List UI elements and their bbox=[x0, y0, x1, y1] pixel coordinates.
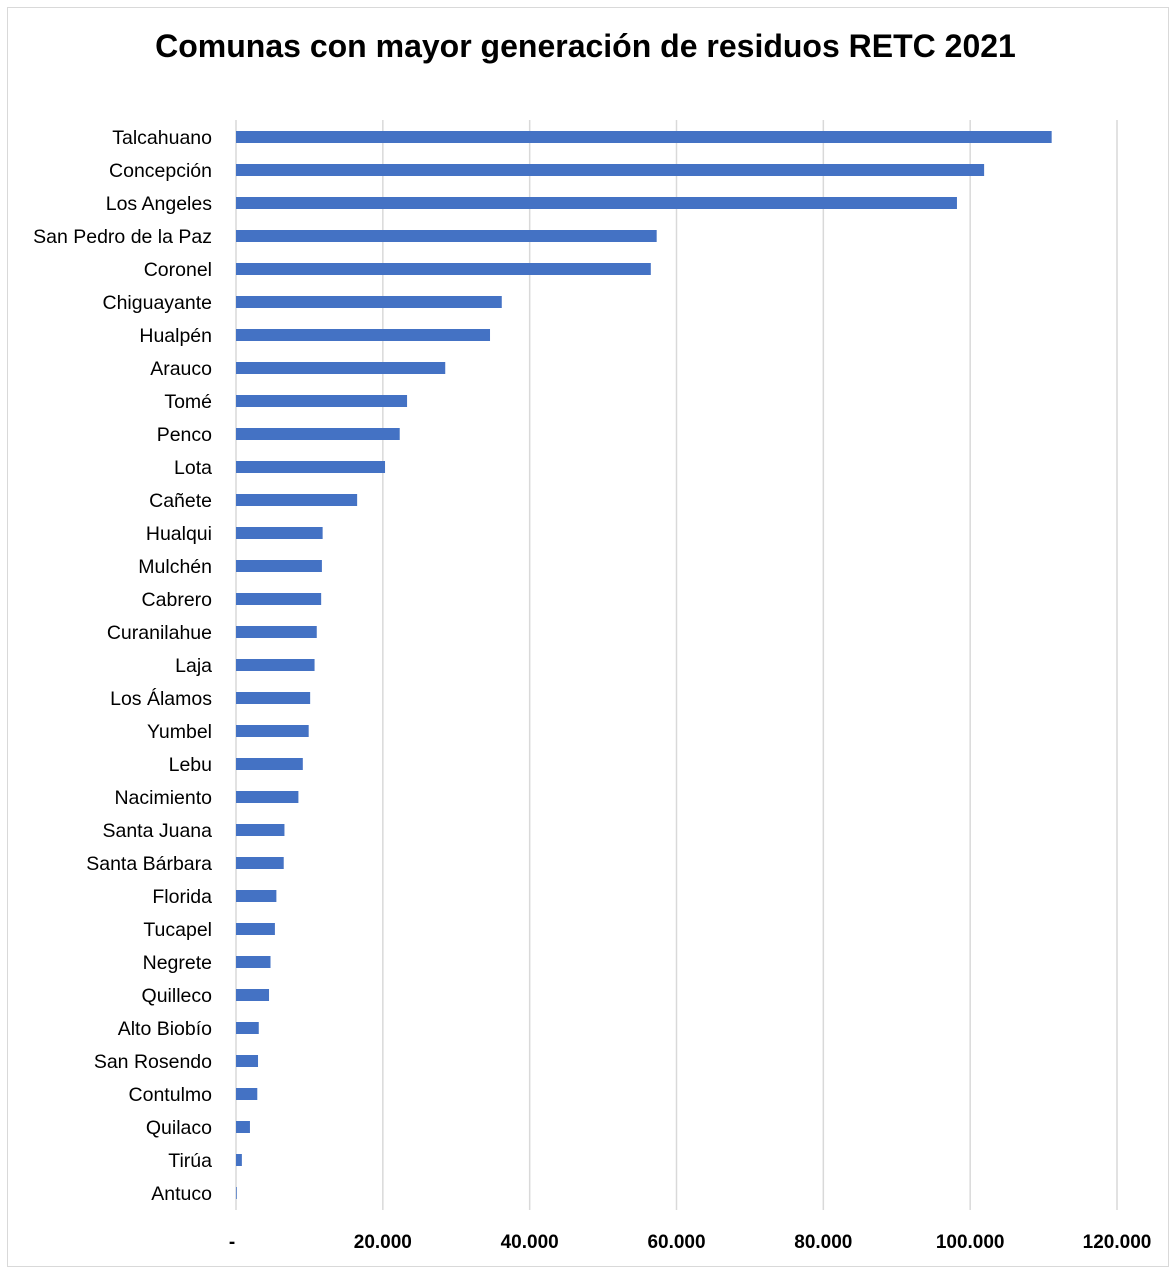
bar bbox=[236, 560, 322, 572]
bar bbox=[236, 329, 491, 341]
category-label: Lota bbox=[174, 457, 212, 479]
category-label: Antuco bbox=[151, 1183, 212, 1205]
bar bbox=[236, 923, 275, 935]
x-tick-label: 20.000 bbox=[354, 1232, 412, 1253]
bar bbox=[236, 1088, 258, 1100]
bar bbox=[236, 956, 271, 968]
bar bbox=[236, 131, 1052, 143]
bar bbox=[236, 989, 270, 1001]
category-label: Tirúa bbox=[168, 1150, 212, 1172]
x-tick-label: 80.000 bbox=[794, 1232, 852, 1253]
x-tick-label: - bbox=[229, 1232, 235, 1253]
bar bbox=[236, 593, 322, 605]
category-label: Lebu bbox=[169, 754, 212, 776]
bar bbox=[236, 824, 285, 836]
category-label: Laja bbox=[175, 655, 212, 677]
bar bbox=[236, 362, 446, 374]
bar bbox=[236, 296, 502, 308]
category-label: Chiguayante bbox=[103, 292, 213, 314]
bar bbox=[236, 263, 651, 275]
bar bbox=[236, 659, 315, 671]
category-label: Cabrero bbox=[142, 589, 213, 611]
bar bbox=[236, 197, 957, 209]
x-axis-ticks: - 20.000 40.000 60.000 80.000 100.000 120.000 bbox=[229, 1232, 1152, 1253]
bar bbox=[236, 725, 309, 737]
category-label: Cañete bbox=[149, 490, 212, 512]
chart-title: Comunas con mayor generación de residuos… bbox=[155, 28, 1016, 64]
category-label: Quilleco bbox=[142, 985, 213, 1007]
x-tick-label: 100.000 bbox=[936, 1232, 1005, 1253]
category-label: Hualpén bbox=[139, 325, 212, 347]
bar bbox=[236, 461, 386, 473]
category-label: Tomé bbox=[164, 391, 212, 413]
category-label: Nacimiento bbox=[114, 787, 212, 809]
bar bbox=[236, 494, 358, 506]
category-label: Contulmo bbox=[129, 1084, 213, 1106]
category-labels: Talcahuano Concepción Los Angeles San Pedro… bbox=[33, 127, 212, 1205]
category-label: Santa Bárbara bbox=[86, 853, 212, 875]
bar bbox=[236, 527, 323, 539]
category-label: Concepción bbox=[109, 160, 212, 182]
bar bbox=[236, 230, 657, 242]
category-label: Arauco bbox=[150, 358, 212, 380]
gridlines bbox=[235, 120, 1118, 1210]
category-label: Yumbel bbox=[147, 721, 212, 743]
x-tick-label: 120.000 bbox=[1083, 1232, 1152, 1253]
bar bbox=[236, 428, 400, 440]
category-label: Quilaco bbox=[146, 1117, 212, 1139]
category-label: Tucapel bbox=[143, 919, 212, 941]
bar bbox=[236, 1055, 259, 1067]
bar bbox=[236, 164, 985, 176]
x-tick-label: 40.000 bbox=[501, 1232, 559, 1253]
category-label: Negrete bbox=[143, 952, 212, 974]
category-label: Alto Biobío bbox=[118, 1018, 212, 1040]
bar bbox=[236, 1121, 250, 1133]
bar bbox=[236, 626, 317, 638]
bar bbox=[236, 1022, 259, 1034]
category-label: Curanilahue bbox=[107, 622, 212, 644]
category-label: Mulchén bbox=[138, 556, 212, 578]
category-label: Penco bbox=[157, 424, 212, 446]
category-label: Santa Juana bbox=[102, 820, 212, 842]
category-label: Los Angeles bbox=[106, 193, 213, 215]
bar bbox=[236, 758, 303, 770]
bars bbox=[236, 131, 1052, 1199]
bar bbox=[236, 857, 284, 869]
category-label: Los Álamos bbox=[110, 687, 212, 710]
category-label: Coronel bbox=[144, 259, 212, 281]
x-tick-label: 60.000 bbox=[647, 1232, 705, 1253]
category-label: San Pedro de la Paz bbox=[33, 226, 212, 248]
bar bbox=[236, 791, 299, 803]
bar bbox=[236, 890, 277, 902]
category-label: Florida bbox=[152, 886, 212, 908]
bar bbox=[236, 1187, 237, 1199]
bar bbox=[236, 1154, 242, 1166]
category-label: Hualqui bbox=[146, 523, 212, 545]
category-label: San Rosendo bbox=[94, 1051, 212, 1073]
bar bbox=[236, 395, 408, 407]
category-label: Talcahuano bbox=[112, 127, 212, 149]
bar bbox=[236, 692, 311, 704]
